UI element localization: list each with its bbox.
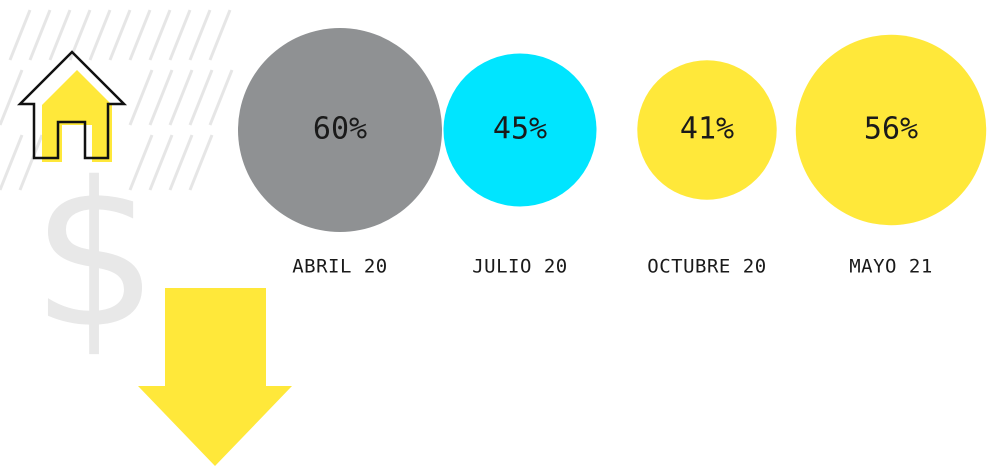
value-label: 60% <box>313 112 367 147</box>
category-label: MAYO 21 <box>849 256 933 278</box>
bubble <box>238 28 442 232</box>
down-arrow <box>138 288 292 466</box>
bubble <box>443 53 597 207</box>
dollar-decoration: $ <box>31 140 158 373</box>
value-label: 56% <box>864 112 918 147</box>
hatch-decoration <box>0 9 234 191</box>
house-icon <box>16 50 128 162</box>
value-label: 41% <box>680 112 734 147</box>
category-label: OCTUBRE 20 <box>647 256 766 278</box>
bubble <box>637 60 777 200</box>
category-label: ABRIL 20 <box>292 256 388 278</box>
category-label: JULIO 20 <box>472 256 568 278</box>
bubble <box>795 34 987 226</box>
value-label: 45% <box>493 112 547 147</box>
